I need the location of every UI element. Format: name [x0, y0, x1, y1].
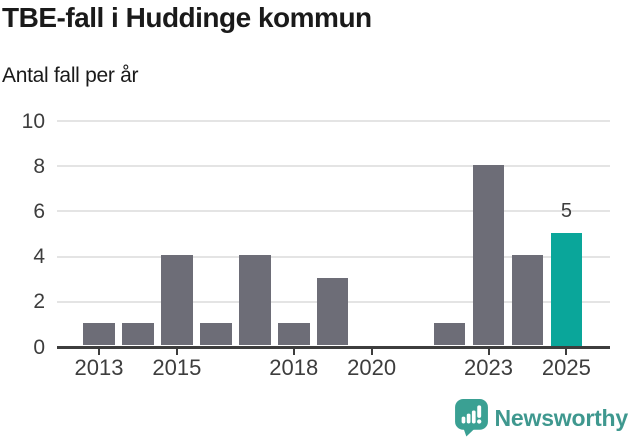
- gridline-y-6: [57, 210, 610, 213]
- x-tick-label-2013: 2013: [74, 355, 124, 380]
- x-tick-mark-2018: [292, 349, 295, 355]
- bar-2025: [550, 232, 583, 346]
- chart-subtitle: Antal fall per år: [2, 64, 139, 87]
- x-tick-mark-2025: [565, 349, 568, 355]
- x-axis-line: [57, 345, 610, 349]
- y-tick-label-2: 2: [33, 290, 45, 314]
- brand-name: Newsworthy: [494, 404, 629, 431]
- x-tick-label-2025: 2025: [541, 355, 591, 380]
- gridline-y-4: [57, 255, 610, 258]
- y-tick-label-10: 10: [21, 109, 45, 133]
- x-tick-mark-2020: [370, 349, 373, 355]
- bar-2022: [433, 322, 466, 346]
- x-tick-label-2023: 2023: [464, 355, 513, 380]
- chart-title: TBE-fall i Huddinge kommun: [2, 2, 372, 33]
- x-tick-label-2018: 2018: [269, 355, 319, 380]
- bar-2013: [83, 322, 115, 346]
- newsworthy-pin-barchart-icon: [454, 399, 488, 437]
- bar-2023: [472, 164, 505, 346]
- bar-value-label-2025: 5: [560, 199, 572, 222]
- bar-2018: [278, 322, 310, 346]
- x-tick-mark-2023: [487, 349, 490, 355]
- x-tick-mark-2013: [98, 349, 100, 355]
- bar-2024: [511, 255, 544, 346]
- bar-2016: [200, 322, 232, 346]
- gridline-y-10: [57, 120, 610, 122]
- y-tick-label-8: 8: [33, 154, 45, 178]
- y-tick-label-6: 6: [33, 199, 45, 223]
- y-tick-label-4: 4: [33, 245, 45, 269]
- x-tick-mark-2015: [175, 349, 178, 355]
- x-tick-label-2020: 2020: [347, 355, 397, 380]
- x-tick-label-2015: 2015: [152, 355, 202, 380]
- gridline-y-8: [57, 165, 610, 168]
- bar-2019: [316, 277, 349, 346]
- newsworthy-logo: Newsworthy: [454, 399, 629, 437]
- bar-2014: [122, 322, 154, 346]
- bar-2015: [161, 255, 193, 346]
- y-tick-label-0: 0: [33, 335, 45, 359]
- bar-2017: [239, 255, 271, 346]
